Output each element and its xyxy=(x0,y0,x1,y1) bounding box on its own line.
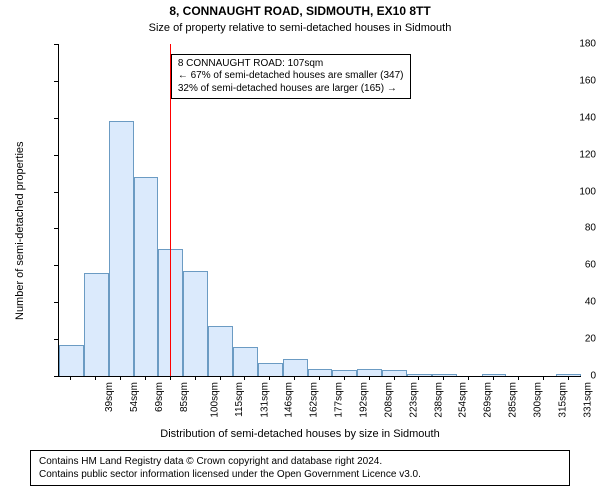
x-tick-mark xyxy=(369,376,370,380)
histogram-bar xyxy=(283,359,308,376)
histogram-bar xyxy=(407,374,432,376)
x-tick-mark xyxy=(443,376,444,380)
x-tick-label: 115sqm xyxy=(234,382,245,417)
info-box-line: ← 67% of semi-detached houses are smalle… xyxy=(178,70,404,83)
y-tick-label: 120 xyxy=(546,149,596,160)
y-tick-mark xyxy=(54,339,58,340)
x-tick-mark xyxy=(468,376,469,380)
y-tick-label: 60 xyxy=(546,260,596,271)
y-tick-mark xyxy=(54,118,58,119)
x-tick-label: 285sqm xyxy=(508,382,519,418)
footer-line-2: Contains public sector information licen… xyxy=(39,468,561,481)
y-tick-label: 0 xyxy=(546,371,596,382)
histogram-bar xyxy=(109,121,134,376)
y-tick-label: 160 xyxy=(546,75,596,86)
info-box: 8 CONNAUGHT ROAD: 107sqm← 67% of semi-de… xyxy=(171,54,411,100)
histogram-bar xyxy=(208,326,233,376)
histogram-bar xyxy=(258,363,283,376)
y-tick-label: 40 xyxy=(546,297,596,308)
x-tick-mark xyxy=(145,376,146,380)
footer-line-1: Contains HM Land Registry data © Crown c… xyxy=(39,455,561,468)
x-tick-mark xyxy=(120,376,121,380)
x-tick-mark xyxy=(220,376,221,380)
plot-area: 8 CONNAUGHT ROAD: 107sqm← 67% of semi-de… xyxy=(58,44,581,377)
x-tick-label: 331sqm xyxy=(582,382,593,418)
y-axis-label: Number of semi-detached properties xyxy=(14,141,26,320)
histogram-bar xyxy=(59,345,84,376)
x-tick-label: 39sqm xyxy=(104,382,115,412)
x-tick-mark xyxy=(170,376,171,380)
y-tick-mark xyxy=(54,376,58,377)
x-tick-label: 238sqm xyxy=(433,382,444,418)
histogram-bar xyxy=(183,271,208,376)
x-tick-mark xyxy=(70,376,71,380)
histogram-bar xyxy=(382,370,407,376)
y-tick-label: 100 xyxy=(546,186,596,197)
footer-box: Contains HM Land Registry data © Crown c… xyxy=(30,450,570,486)
y-tick-mark xyxy=(54,228,58,229)
x-tick-label: 100sqm xyxy=(209,382,220,418)
x-axis-label: Distribution of semi-detached houses by … xyxy=(0,428,600,440)
y-tick-mark xyxy=(54,302,58,303)
x-tick-label: 177sqm xyxy=(334,382,345,418)
histogram-bar xyxy=(332,370,357,376)
x-tick-mark xyxy=(269,376,270,380)
x-tick-label: 69sqm xyxy=(154,382,165,412)
chart-subtitle: Size of property relative to semi-detach… xyxy=(0,22,600,34)
x-tick-label: 54sqm xyxy=(129,382,140,412)
x-tick-mark xyxy=(319,376,320,380)
y-tick-label: 80 xyxy=(546,223,596,234)
x-tick-mark xyxy=(95,376,96,380)
x-tick-label: 254sqm xyxy=(458,382,469,418)
x-tick-mark xyxy=(543,376,544,380)
x-tick-label: 208sqm xyxy=(383,382,394,418)
x-tick-label: 223sqm xyxy=(408,382,419,418)
x-tick-mark xyxy=(518,376,519,380)
x-tick-mark xyxy=(195,376,196,380)
x-tick-label: 300sqm xyxy=(533,382,544,418)
y-tick-mark xyxy=(54,192,58,193)
x-tick-mark xyxy=(493,376,494,380)
y-tick-label: 20 xyxy=(546,334,596,345)
x-tick-mark xyxy=(294,376,295,380)
x-tick-mark xyxy=(344,376,345,380)
x-tick-label: 269sqm xyxy=(483,382,494,418)
y-tick-mark xyxy=(54,44,58,45)
histogram-bar xyxy=(357,369,382,376)
x-tick-label: 146sqm xyxy=(284,382,295,418)
x-tick-mark xyxy=(394,376,395,380)
x-tick-mark xyxy=(244,376,245,380)
x-tick-label: 131sqm xyxy=(259,382,270,418)
chart-title: 8, CONNAUGHT ROAD, SIDMOUTH, EX10 8TT xyxy=(0,4,600,18)
info-box-line: 8 CONNAUGHT ROAD: 107sqm xyxy=(178,58,404,71)
y-tick-label: 180 xyxy=(546,39,596,50)
x-tick-mark xyxy=(568,376,569,380)
info-box-line: 32% of semi-detached houses are larger (… xyxy=(178,83,404,96)
y-tick-mark xyxy=(54,265,58,266)
x-tick-label: 162sqm xyxy=(309,382,320,418)
histogram-bar xyxy=(233,347,258,377)
x-tick-label: 192sqm xyxy=(359,382,370,418)
x-tick-mark xyxy=(418,376,419,380)
y-tick-mark xyxy=(54,155,58,156)
y-tick-label: 140 xyxy=(546,112,596,123)
y-tick-mark xyxy=(54,81,58,82)
x-tick-label: 315sqm xyxy=(557,382,568,418)
histogram-bar xyxy=(84,273,109,376)
histogram-bar xyxy=(134,177,159,376)
x-tick-label: 85sqm xyxy=(179,382,190,412)
histogram-bar xyxy=(308,369,333,376)
